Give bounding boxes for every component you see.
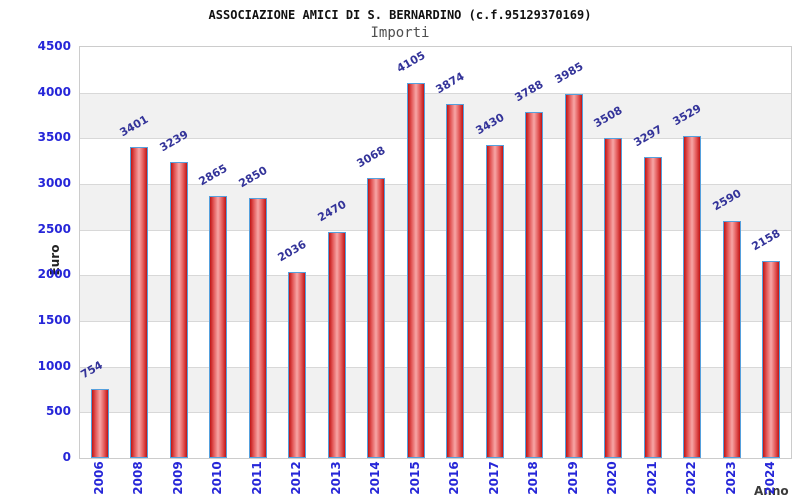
bar <box>407 83 425 458</box>
y-tick-label: 500 <box>45 404 71 418</box>
x-tick-label: 2006 <box>92 461 106 495</box>
x-tick-label: 2022 <box>684 461 698 495</box>
bar <box>565 94 583 458</box>
y-tick-label: 3500 <box>37 130 71 144</box>
bar <box>209 196 227 458</box>
y-tick-label: 1000 <box>37 359 71 373</box>
bar <box>446 104 464 458</box>
chart-subtitle: Importi <box>370 25 430 41</box>
grid-line <box>80 184 791 185</box>
grid-line <box>80 412 791 413</box>
y-tick-label: 0 <box>62 450 71 464</box>
grid-band <box>80 229 791 276</box>
x-tick-label: 2020 <box>605 461 619 495</box>
bar <box>644 156 662 458</box>
x-tick-label: 2017 <box>487 461 501 495</box>
grid-line <box>80 367 791 368</box>
x-axis-title: Anno <box>754 484 789 498</box>
bar <box>130 147 148 458</box>
grid-band <box>80 92 791 139</box>
grid-band <box>80 321 791 367</box>
y-tick-label: 3000 <box>37 176 71 190</box>
bar <box>91 389 109 458</box>
x-tick-label: 2018 <box>526 461 540 495</box>
x-tick-label: 2021 <box>645 461 659 495</box>
grid-band <box>80 184 791 230</box>
grid-band <box>80 412 791 458</box>
grid-line <box>80 230 791 231</box>
bar <box>170 162 188 458</box>
bar <box>367 177 385 458</box>
plot-area: 754 3401 3239 2865 2850 2036 2470 3068 4105 3874 3… <box>79 46 792 459</box>
bar <box>288 272 306 458</box>
y-tick-label: 4000 <box>37 85 71 99</box>
bar <box>604 137 622 458</box>
x-tick-label: 2015 <box>408 461 422 495</box>
x-tick-label: 2016 <box>447 461 461 495</box>
bar <box>683 135 701 458</box>
grid-band <box>80 47 791 93</box>
x-tick-label: 2013 <box>329 461 343 495</box>
grid-band <box>80 366 791 413</box>
bar <box>486 144 504 458</box>
x-tick-label: 2008 <box>131 461 145 495</box>
x-tick-label: 2023 <box>724 461 738 495</box>
grid-line <box>80 275 791 276</box>
grid-line <box>80 93 791 94</box>
bar <box>762 260 780 458</box>
bar <box>249 197 267 458</box>
y-tick-label: 2500 <box>37 222 71 236</box>
grid-band <box>80 138 791 184</box>
y-tick-label: 1500 <box>37 313 71 327</box>
chart-title: ASSOCIAZIONE AMICI DI S. BERNARDINO (c.f… <box>208 8 592 22</box>
y-tick-label: 2000 <box>37 267 71 281</box>
bar <box>328 232 346 458</box>
grid-band <box>80 275 791 321</box>
x-tick-label: 2011 <box>250 461 264 495</box>
bar <box>723 221 741 458</box>
x-tick-label: 2019 <box>566 461 580 495</box>
x-tick-label: 2009 <box>171 461 185 495</box>
x-tick-label: 2014 <box>368 461 382 495</box>
grid-line <box>80 321 791 322</box>
x-tick-label: 2012 <box>289 461 303 495</box>
bar <box>525 112 543 458</box>
y-tick-label: 4500 <box>37 39 71 53</box>
x-tick-label: 2010 <box>210 461 224 495</box>
x-tick-label: 2024 <box>763 461 777 495</box>
grid-line <box>80 138 791 139</box>
